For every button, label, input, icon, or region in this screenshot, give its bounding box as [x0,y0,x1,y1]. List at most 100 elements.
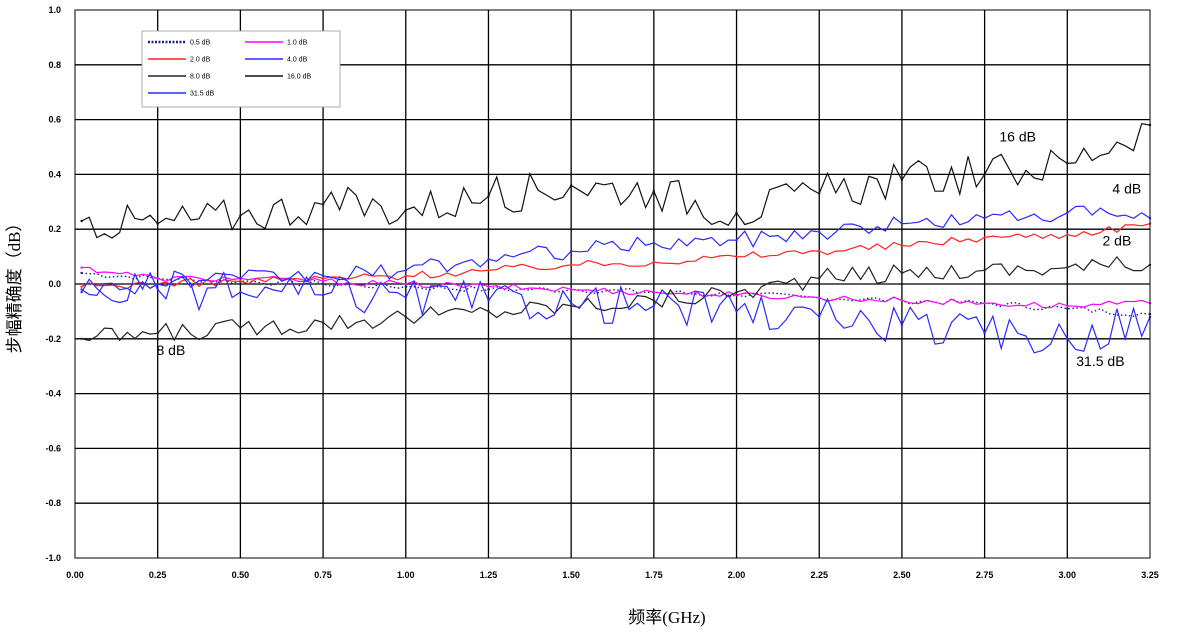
x-tick-label: 3.00 [1059,570,1077,580]
data-point [652,260,655,264]
data-point [487,288,490,291]
data-point [1066,307,1069,310]
data-point [900,244,904,247]
data-point [404,274,407,277]
data-point [80,219,83,223]
data-point [983,269,986,272]
x-tick-label: 2.50 [893,570,911,580]
data-point [80,266,83,269]
series-annotations: 16 dB 4 dB 2 dB 8 dB 31.5 dB [156,129,1141,370]
data-point [156,288,159,291]
data-point [652,241,655,245]
series-line-1-0-dB [81,266,1151,309]
x-tick-label: 0.75 [314,570,332,580]
data-point [983,332,986,335]
data-point [735,291,738,294]
legend: 0.5 dB 1.0 dB 2.0 dB 4.0 dB 8.0 dB 16.0 dB 31.… [141,30,341,108]
data-point [239,214,242,217]
data-point [983,173,986,176]
data-point [1066,233,1069,236]
x-tick-label: 2.25 [810,570,828,580]
data-point [404,285,407,288]
x-tick-label: 1.50 [562,570,580,580]
data-point [404,315,407,319]
data-point [652,291,655,294]
data-point [1066,304,1069,308]
data-point [487,258,490,261]
y-tick-label: 0.0 [48,279,61,289]
y-tick-label: 0.8 [48,60,61,70]
data-point [818,277,821,280]
data-point [1066,266,1069,269]
legend-label: 0.5 dB [190,40,211,47]
data-point [239,291,242,294]
data-point [983,217,986,220]
data-point [487,269,490,272]
data-point [1066,337,1069,340]
data-point [156,277,159,280]
data-point [80,285,83,288]
data-point [900,299,904,302]
data-point [818,230,821,234]
data-point [321,274,325,277]
x-tick-label: 3.25 [1141,570,1159,580]
series-line-2-0-dB [81,223,1151,290]
data-point [900,222,904,225]
data-point [570,263,573,266]
series-annotation: 16 dB [999,129,1036,145]
data-point [156,282,159,286]
data-point [735,310,738,313]
y-tick-labels: 1.0 0.8 0.6 0.4 0.2 0.0 -0.2 -0.4 -0.6 -0.8 -1.0 [45,5,61,563]
data-point [321,203,325,206]
data-point [487,299,490,302]
data-point [983,302,986,305]
data-point [735,293,738,297]
y-axis-title: 步幅精确度（dB） [5,215,24,354]
series-line-31-5-dB [81,270,1151,354]
data-point [80,271,83,275]
y-tick-label: 0.2 [48,224,61,234]
x-tick-label: 1.75 [645,570,663,580]
data-point [900,323,904,327]
data-point [239,280,242,283]
series-annotation: 31.5 dB [1076,353,1124,369]
x-tick-label: 0.50 [232,570,250,580]
x-tick-label: 1.00 [397,570,415,580]
series-annotation: 2 dB [1102,233,1131,249]
x-tick-label: 2.75 [976,570,994,580]
data-point [404,269,407,272]
data-point [239,277,242,280]
data-point [487,310,490,313]
data-point [156,332,159,335]
legend-label: 31.5 dB [190,91,214,98]
data-point [652,304,655,308]
legend-label: 2.0 dB [190,57,211,64]
y-tick-label: -0.2 [45,334,61,344]
data-point [321,277,325,280]
data-point [404,282,407,286]
data-point [570,302,573,305]
data-point [570,304,573,308]
y-tick-label: -0.4 [45,389,61,399]
data-point [735,255,738,258]
series-line-4-0-dB [81,205,1151,297]
legend-label: 16.0 dB [287,74,311,81]
x-tick-labels: 0.00 0.25 0.50 0.75 1.00 1.25 1.50 1.75 2.00 2.25… [66,570,1159,580]
y-tick-label: -0.8 [45,498,61,508]
legend-label: 4.0 dB [287,57,308,64]
data-point [983,236,986,239]
series-line-16-0-dB [81,123,1151,239]
y-tick-label: 0.4 [48,169,61,179]
data-point [80,337,83,340]
y-tick-label: -0.6 [45,443,61,453]
data-point [1066,211,1069,214]
data-point [321,280,325,283]
data-point [487,195,490,198]
data-point [487,285,490,288]
data-point [570,288,573,291]
series-annotation: 8 dB [156,342,185,358]
data-point [652,299,655,302]
data-point [239,326,242,329]
data-point [652,189,655,192]
y-tick-label: -1.0 [45,553,61,563]
